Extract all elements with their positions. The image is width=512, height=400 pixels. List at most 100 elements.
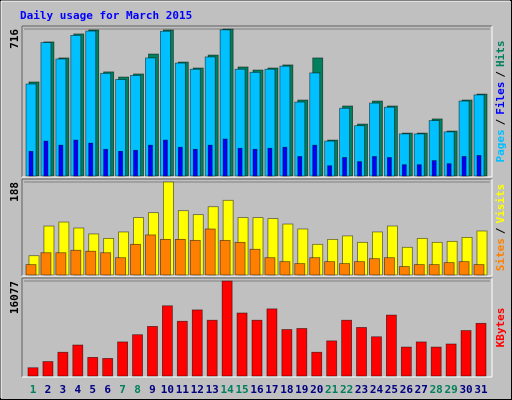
bar	[219, 239, 231, 276]
x-tick-label: 31	[474, 383, 488, 396]
bar	[206, 319, 218, 377]
x-tick-label: 28	[430, 383, 443, 396]
bar	[40, 252, 52, 276]
x-tick-label: 14	[221, 383, 235, 396]
bar	[461, 156, 467, 177]
bar	[115, 257, 126, 276]
bar	[192, 148, 198, 177]
x-tick-label: 30	[459, 383, 472, 396]
x-tick-label: 11	[176, 383, 190, 396]
bar	[357, 161, 362, 177]
bar	[73, 139, 79, 177]
x-tick-label: 21	[325, 383, 339, 396]
bar	[398, 266, 410, 276]
bar	[191, 309, 203, 377]
bar	[189, 239, 201, 276]
x-tick-label: 2	[45, 383, 52, 396]
bar	[174, 238, 186, 276]
x-tick-label: 19	[295, 383, 308, 396]
x-tick-label: 27	[415, 383, 428, 396]
x-tick-label: 20	[310, 383, 323, 396]
bar	[342, 157, 348, 177]
bar	[87, 357, 99, 377]
bar	[55, 252, 67, 276]
x-tick-label: 3	[60, 383, 67, 396]
bar	[234, 241, 246, 276]
bar	[445, 343, 457, 377]
legend: Pages / Files / Hits	[494, 41, 507, 163]
bar	[249, 248, 261, 276]
bar	[430, 346, 442, 377]
bar	[311, 351, 323, 377]
bar	[207, 144, 213, 177]
bar	[296, 328, 308, 377]
bar	[354, 261, 365, 276]
bar	[431, 160, 437, 177]
bar	[28, 150, 34, 177]
bar	[132, 334, 143, 377]
bar	[294, 263, 306, 276]
x-tick-label: 24	[370, 383, 384, 396]
bar	[43, 140, 49, 177]
x-tick-label: 17	[265, 383, 278, 396]
bar	[133, 149, 138, 177]
x-tick-label: 15	[235, 383, 248, 396]
bar	[475, 322, 487, 377]
bar	[251, 319, 263, 377]
legend-entry: Sites	[494, 238, 507, 271]
x-tick-label: 5	[89, 383, 96, 396]
bar	[264, 257, 276, 276]
legend-entry: Hits	[494, 41, 507, 68]
bar	[148, 144, 153, 177]
bar	[252, 148, 258, 177]
bar	[221, 280, 233, 377]
bar	[385, 314, 397, 377]
x-tick-label: 23	[355, 383, 368, 396]
y-tick-label: 188	[8, 182, 21, 202]
x-tick-label: 8	[134, 383, 141, 396]
bar	[177, 146, 183, 177]
x-tick-label: 4	[74, 383, 81, 396]
bar	[446, 163, 452, 177]
bar	[309, 257, 321, 276]
bar	[100, 252, 112, 276]
bar	[222, 138, 228, 177]
x-tick-label: 22	[340, 383, 353, 396]
legend-entry: Visits	[494, 184, 507, 224]
x-tick-label: 26	[400, 383, 414, 396]
x-tick-label: 1	[30, 383, 37, 396]
x-tick-label: 18	[280, 383, 293, 396]
bar	[237, 147, 243, 177]
bar	[356, 327, 367, 377]
bar	[415, 341, 427, 377]
chart-title: Daily usage for March 2015	[20, 9, 192, 22]
bar	[473, 264, 485, 276]
legend: Sites / Visits	[494, 184, 507, 272]
x-tick-label: 10	[161, 383, 174, 396]
legend-entry: Pages	[494, 129, 507, 162]
x-tick-label: 12	[191, 383, 204, 396]
y-tick-label: 716	[8, 29, 21, 49]
bar	[386, 157, 392, 177]
bar	[267, 147, 273, 177]
bar	[327, 165, 333, 177]
legend-separator: /	[494, 118, 507, 125]
bar	[279, 261, 291, 276]
bar	[297, 156, 303, 177]
bar	[476, 155, 482, 177]
x-tick-label: 7	[119, 383, 126, 396]
bar	[130, 243, 141, 276]
bar	[42, 361, 54, 377]
bar	[58, 144, 64, 177]
x-tick-label: 6	[104, 383, 111, 396]
bar	[236, 312, 248, 377]
bar	[25, 264, 37, 276]
bar	[341, 319, 353, 377]
bar	[413, 264, 425, 276]
bar	[371, 336, 382, 377]
bar	[458, 261, 470, 276]
bar	[27, 367, 39, 377]
x-tick-label: 9	[149, 383, 156, 396]
